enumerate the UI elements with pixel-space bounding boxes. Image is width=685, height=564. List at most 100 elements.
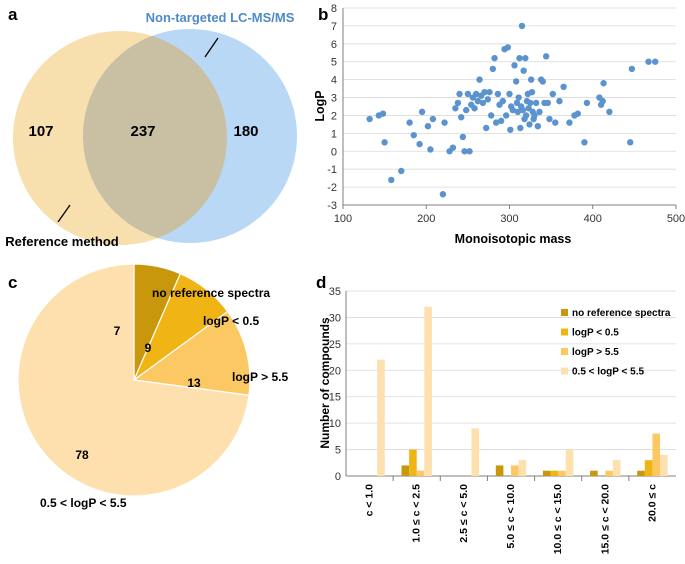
scatter-y-axis-title: LogP <box>313 90 327 121</box>
pie-slice <box>17 263 250 497</box>
bar <box>660 454 668 476</box>
pie-label-logp-lt-0-5: logP < 0.5 <box>203 314 259 328</box>
bar-category-label: 2.5 ≤ c < 5.0 <box>458 484 470 543</box>
scatter-point <box>556 97 563 105</box>
venn-label-reference: Reference method <box>5 234 118 249</box>
scatter-point <box>481 88 488 96</box>
scatter-point <box>542 53 550 60</box>
scatter-point <box>452 105 459 112</box>
scatter-point <box>560 83 567 91</box>
bar-category-label: 5.0 ≤ c < 10.0 <box>505 484 517 549</box>
scatter-point <box>471 105 478 112</box>
scatter-point <box>645 58 652 65</box>
scatter-point <box>628 65 636 73</box>
bar-category-label: 15.0 ≤ c < 20.0 <box>599 484 611 554</box>
bar <box>605 470 613 476</box>
scatter-point <box>532 99 540 107</box>
scatter-point <box>463 106 470 114</box>
panel-label-b: b <box>318 5 328 24</box>
scatter-x-tick-label: 200 <box>417 213 435 225</box>
bar-y-axis-title: Number of compounds <box>318 317 332 449</box>
scatter-y-tick-label: 5 <box>331 57 337 69</box>
bar-y-tick-label: 5 <box>335 445 341 457</box>
bar <box>416 470 425 476</box>
bar-y-tick-label: 15 <box>329 392 341 404</box>
scatter-point <box>526 121 533 128</box>
scatter-x-tick-label: 500 <box>667 213 685 225</box>
bar-y-tick-labels: 0 5 10 15 20 25 30 35 <box>329 286 341 483</box>
scatter-point <box>459 133 467 141</box>
scatter-point <box>410 131 417 139</box>
venn-count-non-targeted-only: 180 <box>233 123 258 140</box>
scatter-point <box>527 76 535 83</box>
scatter-point <box>516 54 523 62</box>
pie-value-mid-range: 78 <box>75 448 89 462</box>
scatter-point <box>439 191 447 198</box>
bar-legend-swatch <box>561 309 568 316</box>
scatter-point <box>515 94 522 101</box>
panel-label-a: a <box>8 5 18 24</box>
scatter-point <box>416 140 423 148</box>
bar <box>518 460 527 476</box>
bar-legend-label: logP > 5.5 <box>572 347 619 358</box>
scatter-x-tick-label: 100 <box>334 213 352 225</box>
scatter-point <box>583 99 591 107</box>
bar-category-label: c < 1.0 <box>364 484 376 517</box>
scatter-point <box>519 106 527 114</box>
scatter-point <box>449 144 457 151</box>
pie-panel: c 7 9 13 78 no reference spectra logP < … <box>8 263 288 510</box>
scatter-point <box>427 146 434 153</box>
bar <box>612 460 621 476</box>
scatter-point <box>388 176 395 184</box>
pie-slices <box>17 263 251 497</box>
pie-value-logp-lt-0-5: 9 <box>145 341 152 355</box>
scatter-point <box>506 90 513 98</box>
scatter-point <box>429 115 437 123</box>
bar-y-tick-label: 10 <box>329 418 341 430</box>
bar <box>565 449 574 476</box>
bar <box>401 465 410 476</box>
bar-legend-label: logP < 0.5 <box>572 328 619 339</box>
scatter-point <box>599 97 606 105</box>
pie-value-no-reference-spectra: 7 <box>114 324 121 338</box>
bar <box>377 359 385 476</box>
bar-legend: no reference spectra logP < 0.5 logP > 5.5… <box>561 308 671 378</box>
scatter-point <box>520 67 527 74</box>
scatter-y-tick-label: -2 <box>327 182 337 194</box>
scatter-y-tick-label: 4 <box>331 75 337 87</box>
scatter-point <box>454 99 462 107</box>
venn-overlap-region <box>83 35 227 239</box>
scatter-point <box>494 90 502 98</box>
scatter-point <box>492 119 500 126</box>
bar <box>495 465 504 476</box>
bar-marks <box>377 306 668 476</box>
scatter-x-tick-label: 400 <box>584 213 602 225</box>
scatter-point <box>509 106 517 114</box>
scatter-point <box>531 112 538 119</box>
scatter-point <box>381 139 388 146</box>
scatter-point <box>566 119 573 126</box>
scatter-point <box>441 119 448 126</box>
scatter-point <box>546 115 553 123</box>
bar <box>409 449 417 476</box>
bar-y-tick-label: 25 <box>329 339 341 351</box>
pie-label-mid-range: 0.5 < logP < 5.5 <box>40 496 127 510</box>
bar-category-labels: c < 1.0 1.0 ≤ c < 2.5 2.5 ≤ c < 5.0 5.0 ≤ c… <box>364 484 659 554</box>
bar-legend-label: 0.5 < logP < 5.5 <box>572 367 645 378</box>
scatter-x-tick-label: 300 <box>500 213 518 225</box>
scatter-panel: b -3 -2 -1 0 1 2 3 4 5 6 7 8 100 200 300 400 500 Monois… <box>313 3 685 246</box>
scatter-point <box>606 108 613 116</box>
scatter-point <box>651 58 659 65</box>
scatter-y-tick-labels: -3 -2 -1 0 1 2 3 4 5 6 7 8 <box>327 3 337 212</box>
scatter-point <box>534 123 542 130</box>
scatter-point <box>366 115 373 123</box>
scatter-point <box>544 99 551 107</box>
venn-label-non-targeted: Non-targeted LC-MS/MS <box>146 10 295 25</box>
bar-y-tick-label: 30 <box>329 312 341 324</box>
scatter-point <box>456 90 463 98</box>
scatter-y-tick-label: 6 <box>331 39 337 51</box>
bar-y-tick-label: 35 <box>329 286 341 298</box>
scatter-point <box>574 110 581 117</box>
pie-slice <box>132 310 251 396</box>
scatter-point <box>474 97 482 105</box>
